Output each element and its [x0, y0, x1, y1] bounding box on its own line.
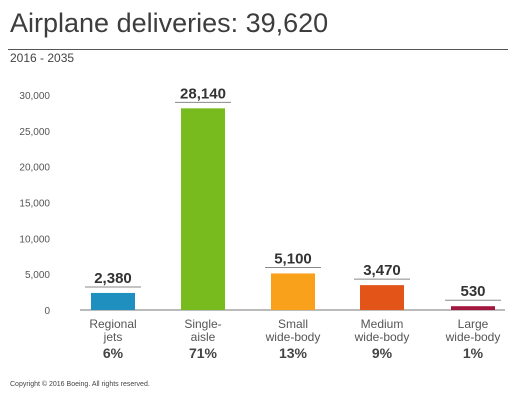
bar — [91, 292, 135, 310]
percent-label: 71% — [189, 345, 218, 361]
percent-label: 6% — [103, 345, 124, 361]
percent-label: 13% — [279, 345, 308, 361]
y-tick-label: 25,000 — [19, 127, 50, 138]
bar-value-label: 28,140 — [180, 85, 226, 102]
category-label: Small — [278, 317, 308, 331]
chart-subtitle: 2016 - 2035 — [10, 51, 75, 65]
y-tick-label: 30,000 — [19, 91, 50, 102]
bar — [181, 108, 225, 310]
y-tick-label: 20,000 — [19, 163, 50, 174]
category-label: Single- — [184, 317, 221, 331]
y-tick-label: 5,000 — [25, 270, 50, 281]
category-label: Large — [458, 317, 489, 331]
bar — [271, 273, 315, 310]
title-divider — [8, 49, 508, 50]
bar-value-label: 3,470 — [363, 262, 401, 279]
category-label: Regional — [89, 317, 136, 331]
chart-title: Airplane deliveries: 39,620 — [10, 8, 329, 38]
bar-value-label: 2,380 — [94, 270, 132, 287]
percent-label: 1% — [463, 345, 484, 361]
copyright-notice: Copyright © 2016 Boeing. All rights rese… — [10, 381, 150, 388]
category-label: aisle — [191, 330, 216, 344]
bar-value-label: 5,100 — [274, 250, 312, 267]
category-label: wide-body — [445, 330, 501, 344]
category-label: Medium — [361, 317, 404, 331]
bar — [451, 306, 495, 310]
category-label: wide-body — [265, 330, 321, 344]
percent-label: 9% — [372, 345, 393, 361]
category-label: wide-body — [354, 330, 410, 344]
y-tick-label: 0 — [44, 306, 50, 317]
y-tick-label: 15,000 — [19, 199, 50, 210]
y-tick-label: 10,000 — [19, 234, 50, 245]
bar — [360, 285, 404, 310]
bar-value-label: 530 — [460, 283, 485, 300]
category-label: jets — [103, 330, 123, 344]
